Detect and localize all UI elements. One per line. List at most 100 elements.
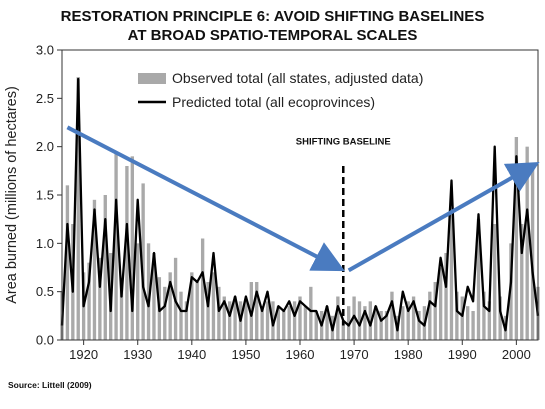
observed-bar xyxy=(530,166,535,340)
observed-bar xyxy=(341,320,345,340)
observed-bar xyxy=(428,291,432,340)
y-tick-label: 3.0 xyxy=(36,43,54,58)
observed-bar xyxy=(466,306,470,340)
y-tick-label: 1.5 xyxy=(36,188,54,203)
observed-bar xyxy=(136,243,140,340)
observed-bar xyxy=(309,286,313,340)
increase-arrow xyxy=(347,162,540,273)
observed-bar xyxy=(493,224,497,340)
observed-bar xyxy=(514,137,519,340)
observed-bar xyxy=(417,311,421,340)
observed-bar xyxy=(314,311,318,340)
observed-bar xyxy=(87,262,91,340)
observed-bar xyxy=(163,286,167,340)
observed-bar xyxy=(449,214,454,340)
x-tick-label: 1930 xyxy=(123,347,152,362)
observed-bar xyxy=(141,183,145,340)
observed-bar xyxy=(368,301,372,340)
x-tick-label: 1980 xyxy=(394,347,423,362)
observed-bar xyxy=(206,282,210,340)
chart-title-line2: AT BROAD SPATIO-TEMPORAL SCALES xyxy=(127,27,418,44)
observed-bar xyxy=(282,311,286,340)
observed-bar xyxy=(406,301,410,340)
observed-bar xyxy=(168,272,172,340)
observed-bar xyxy=(303,306,308,340)
observed-bar xyxy=(103,195,107,340)
observed-bar xyxy=(98,257,102,340)
observed-bar xyxy=(374,306,378,340)
observed-bar xyxy=(179,291,183,340)
observed-bar xyxy=(384,311,389,340)
observed-bar xyxy=(487,301,491,340)
observed-bar xyxy=(520,224,524,340)
observed-bar xyxy=(363,306,367,340)
observed-bar xyxy=(476,219,481,340)
legend-bar-swatch xyxy=(138,73,166,84)
x-tick-label: 1990 xyxy=(448,347,477,362)
observed-bar xyxy=(200,238,205,340)
observed-bar xyxy=(336,296,340,340)
observed-bar xyxy=(411,296,416,340)
observed-bar xyxy=(401,306,405,340)
legend-label-predicted: Predicted total (all ecoprovinces) xyxy=(172,94,375,110)
observed-bar xyxy=(228,301,232,340)
observed-bar xyxy=(76,77,80,341)
observed-bar xyxy=(482,291,486,340)
y-tick-label: 1.0 xyxy=(36,236,54,251)
observed-bar xyxy=(379,311,383,340)
observed-bar xyxy=(92,199,97,340)
x-tick-label: 1920 xyxy=(69,347,98,362)
source-note: Source: Littell (2009) xyxy=(8,380,92,390)
observed-bar xyxy=(390,291,394,340)
observed-bar xyxy=(460,296,464,340)
observed-bar xyxy=(152,253,156,340)
observed-bar xyxy=(444,253,448,340)
observed-bar xyxy=(65,185,70,340)
legend-label-observed: Observed total (all states, adjusted dat… xyxy=(172,70,423,86)
observed-bar xyxy=(233,296,237,340)
shifting-baseline-label: SHIFTING BASELINE xyxy=(296,137,391,148)
x-tick-label: 1970 xyxy=(340,347,369,362)
x-tick-label: 1940 xyxy=(177,347,206,362)
observed-bar xyxy=(471,311,475,340)
decline-arrow xyxy=(66,125,345,272)
observed-bar xyxy=(352,296,356,340)
observed-bar xyxy=(325,306,329,340)
observed-bar xyxy=(260,306,264,340)
predicted-line xyxy=(60,77,540,332)
chart-title-line1: RESTORATION PRINCIPLE 6: AVOID SHIFTING … xyxy=(60,8,485,25)
observed-bar xyxy=(130,156,134,340)
observed-bar xyxy=(244,301,248,340)
observed-bar xyxy=(211,272,216,340)
observed-bar xyxy=(455,291,459,340)
observed-bar xyxy=(184,301,189,340)
observed-bar xyxy=(347,306,351,340)
observed-bar xyxy=(222,296,226,340)
observed-bar xyxy=(498,296,502,340)
observed-bar xyxy=(119,282,124,340)
observed-bar xyxy=(433,282,437,340)
y-axis-label: Area burned (millions of hectares) xyxy=(4,86,20,304)
y-tick-label: 2.5 xyxy=(36,91,54,106)
observed-bar xyxy=(125,166,129,340)
observed-bar xyxy=(357,301,362,340)
observed-bar xyxy=(525,146,529,340)
y-tick-label: 2.0 xyxy=(36,139,54,154)
y-tick-label: 0.5 xyxy=(36,284,54,299)
observed-bar xyxy=(195,282,199,340)
x-tick-label: 1960 xyxy=(286,347,315,362)
observed-bar xyxy=(114,151,118,340)
observed-bar xyxy=(146,243,151,340)
observed-bar xyxy=(287,306,291,340)
y-tick-label: 0.0 xyxy=(36,333,54,348)
observed-bar xyxy=(438,267,443,340)
observed-bar xyxy=(276,306,281,340)
x-tick-label: 2000 xyxy=(502,347,531,362)
observed-bar xyxy=(292,301,297,340)
observed-bar xyxy=(255,282,259,340)
observed-bar xyxy=(265,301,270,340)
observed-bar xyxy=(298,296,302,340)
observed-bar xyxy=(190,272,194,340)
observed-bar xyxy=(217,286,221,340)
